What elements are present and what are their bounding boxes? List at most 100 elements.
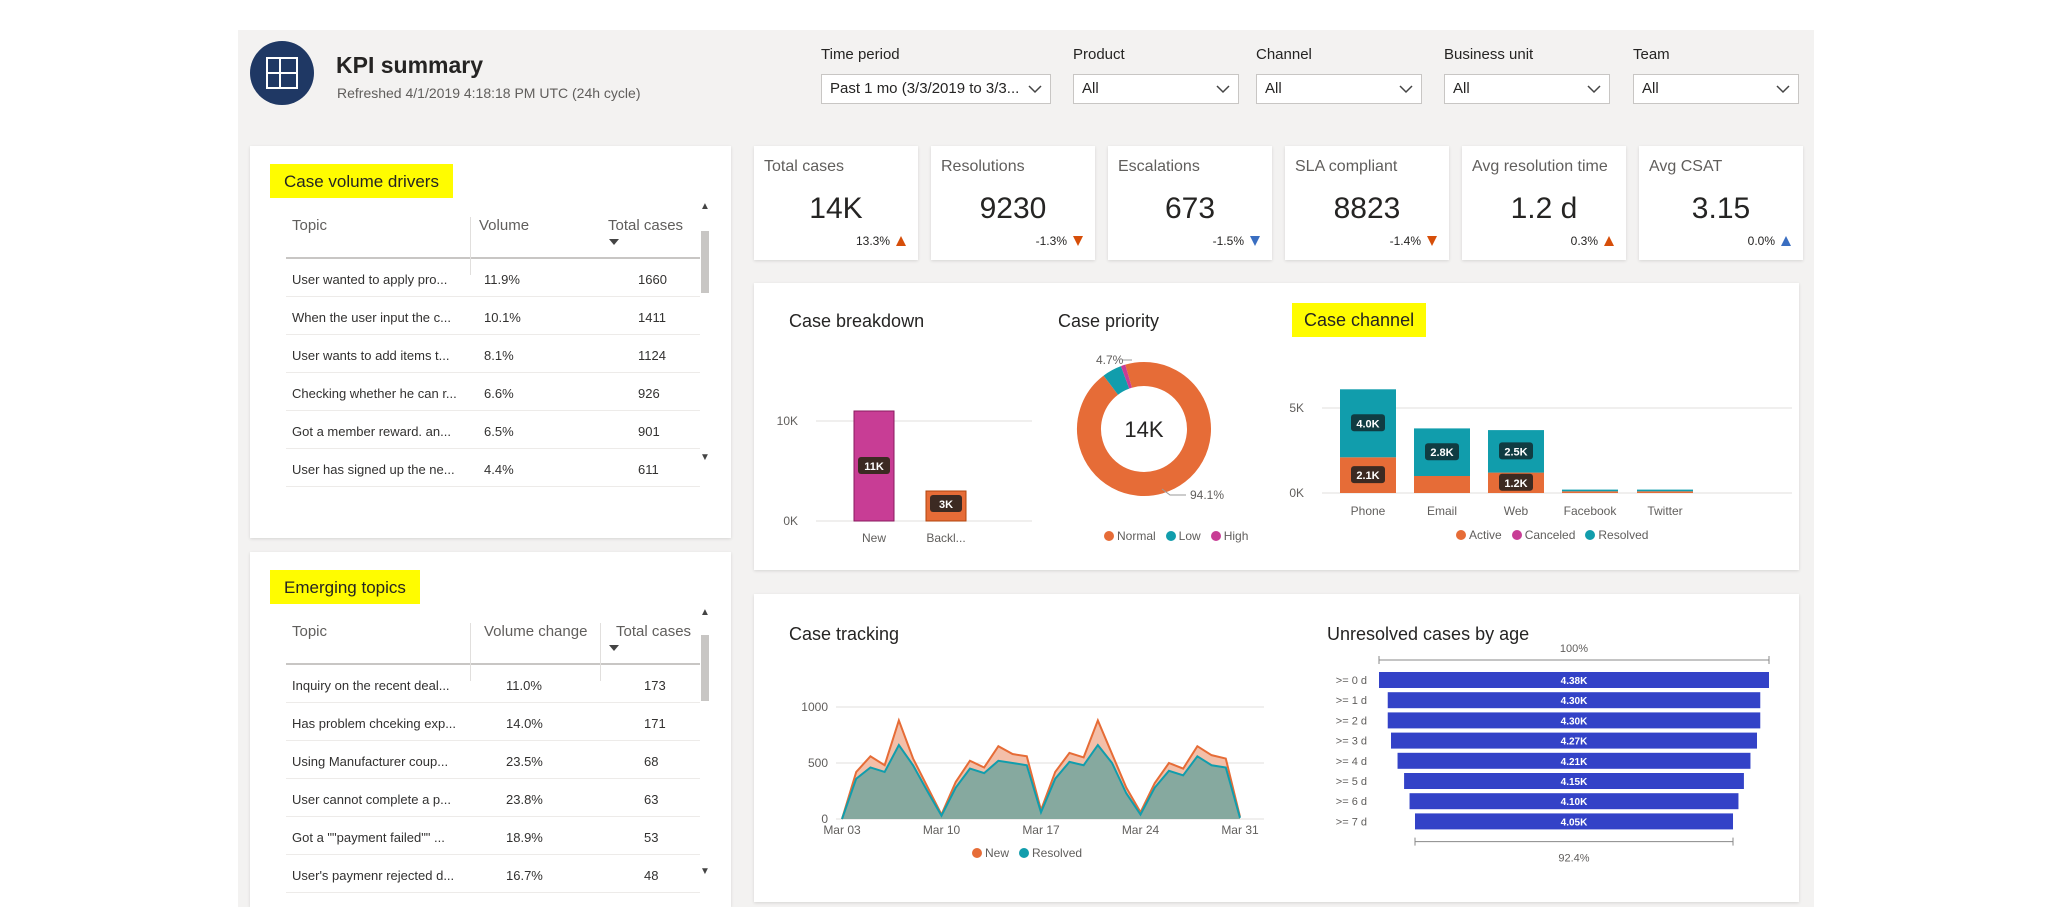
channel-dropdown[interactable]: All (1256, 74, 1422, 104)
bar-active-twitter[interactable] (1637, 491, 1693, 493)
dropdown-value: All (1642, 80, 1659, 97)
trend-down-icon (1250, 236, 1260, 246)
topic-cell: Got a member reward. an... (292, 424, 451, 439)
table-row[interactable]: User cannot complete a p... 23.8% 63 (286, 779, 700, 817)
kpi-card-avg-csat[interactable]: Avg CSAT 3.15 0.0% (1639, 146, 1803, 260)
kpi-value: 14K (809, 192, 863, 225)
product-dropdown[interactable]: All (1073, 74, 1239, 104)
table-row[interactable]: User's paymenr rejected d... 16.7% 48 (286, 855, 700, 893)
legend-item[interactable]: New (972, 846, 1009, 860)
legend-label: Resolved (1598, 528, 1649, 542)
legend-label: High (1223, 529, 1249, 543)
funnel-bar[interactable] (1414, 813, 1734, 830)
trend-up-icon (896, 236, 906, 246)
table-row[interactable]: Has problem chceking exp... 14.0% 171 (286, 703, 700, 741)
topic-cell: When the user input the c... (292, 310, 451, 325)
sort-descending-icon[interactable] (609, 645, 619, 651)
trend-up-icon (1781, 236, 1791, 246)
legend-item[interactable]: Resolved (1585, 528, 1648, 542)
funnel-bar[interactable] (1404, 773, 1744, 789)
data-label: 1.2K (1504, 478, 1527, 490)
bar-active-email[interactable] (1414, 476, 1470, 493)
dropdown-value: All (1453, 80, 1470, 97)
legend-dot-icon (1585, 530, 1596, 540)
time-period-dropdown[interactable]: Past 1 mo (3/3/2019 to 3/3... (821, 74, 1051, 104)
data-label: 4.30K (1561, 716, 1588, 727)
x-tick-label: Email (1427, 504, 1457, 518)
data-label: 11K (864, 461, 884, 473)
scroll-thumb[interactable] (701, 635, 709, 701)
column-header-volume[interactable]: Volume (479, 217, 530, 234)
case-channel-title: Case channel (1292, 303, 1427, 337)
filter-label: Product (1073, 46, 1125, 63)
table-row[interactable]: User wanted to apply pro... 11.9% 1660 (286, 259, 700, 297)
table-row[interactable]: Got a member reward. an... 6.5% 901 (286, 411, 700, 449)
table-row[interactable]: Got a ""payment failed"" ... 18.9% 53 (286, 817, 700, 855)
column-header-total-cases[interactable]: Total cases (616, 623, 692, 640)
legend-item[interactable]: Canceled (1511, 528, 1575, 542)
y-category-label: >= 6 d (1336, 796, 1367, 808)
funnel-bar[interactable] (1390, 732, 1758, 749)
column-header-topic[interactable]: Topic (292, 623, 328, 640)
table-row[interactable]: User has signed up the ne... 4.4% 611 (286, 449, 700, 487)
funnel-bar[interactable] (1387, 712, 1761, 729)
kpi-delta: -1.4% (1390, 234, 1437, 248)
funnel-bottom-label: 92.4% (1558, 853, 1589, 865)
slice-normal[interactable] (1076, 361, 1212, 497)
team-dropdown[interactable]: All (1633, 74, 1799, 104)
total-cases-cell: 611 (638, 462, 659, 477)
legend-item[interactable]: High (1210, 529, 1249, 543)
scroll-up-icon[interactable]: ▲ (700, 607, 710, 618)
funnel-bar[interactable] (1409, 793, 1739, 810)
table-row[interactable]: Using Manufacturer coup... 23.5% 68 (286, 741, 700, 779)
scroll-down-icon[interactable]: ▼ (700, 452, 710, 463)
case-channel-legend: Active Canceled Resolved (1456, 528, 1648, 542)
data-label-bg (930, 495, 962, 512)
scroll-down-icon[interactable]: ▼ (700, 866, 710, 877)
legend-dot-icon (1104, 531, 1114, 541)
business-unit-dropdown[interactable]: All (1444, 74, 1610, 104)
scroll-up-icon[interactable]: ▲ (700, 201, 710, 212)
kpi-card-total-cases[interactable]: Total cases 14K 13.3% (754, 146, 918, 260)
kpi-delta-value: 0.0% (1747, 234, 1775, 248)
kpi-card-escalations[interactable]: Escalations 673 -1.5% (1108, 146, 1272, 260)
kpi-card-sla-compliant[interactable]: SLA compliant 8823 -1.4% (1285, 146, 1449, 260)
table-scrollbar[interactable]: ▲ ▼ (700, 201, 710, 463)
scroll-thumb[interactable] (701, 231, 709, 293)
legend-item[interactable]: Normal (1104, 529, 1156, 543)
slice-annotation: 4.7% (1096, 353, 1124, 367)
bar-resolved-facebook[interactable] (1562, 489, 1618, 492)
kpi-value: 9230 (979, 192, 1047, 225)
column-separator (600, 623, 601, 681)
funnel-bar[interactable] (1379, 672, 1769, 688)
table-row[interactable]: User wants to add items t... 8.1% 1124 (286, 335, 700, 373)
total-cases-cell: 171 (644, 716, 666, 731)
funnel-bar[interactable] (1397, 752, 1751, 769)
legend-item[interactable]: Low (1165, 529, 1201, 543)
bar-active-facebook[interactable] (1562, 491, 1618, 493)
donut-center-label: 14K (1124, 417, 1163, 442)
kpi-label: Avg CSAT (1649, 158, 1723, 175)
data-label-bg (1351, 466, 1385, 484)
table-row[interactable]: Inquiry on the recent deal... 11.0% 173 (286, 665, 700, 703)
bar-resolved-twitter[interactable] (1637, 489, 1693, 492)
column-header-total-cases[interactable]: Total cases (608, 217, 684, 234)
data-label: 2.1K (1356, 470, 1379, 482)
trend-down-icon (1073, 236, 1083, 246)
legend-item[interactable]: Active (1456, 528, 1502, 542)
case-volume-drivers-title: Case volume drivers (270, 164, 453, 198)
table-scrollbar[interactable]: ▲ ▼ (700, 607, 710, 877)
legend-item[interactable]: Resolved (1019, 846, 1082, 860)
legend-label: Resolved (1032, 846, 1083, 860)
total-cases-cell: 1660 (638, 272, 667, 287)
table-row[interactable]: Checking whether he can r... 6.6% 926 (286, 373, 700, 411)
column-header-topic[interactable]: Topic (292, 217, 328, 234)
volume-cell: 8.1% (484, 348, 514, 363)
kpi-card-avg-resolution-time[interactable]: Avg resolution time 1.2 d 0.3% (1462, 146, 1626, 260)
x-tick-label: Twitter (1647, 504, 1682, 518)
column-header-volume-change[interactable]: Volume change (484, 623, 588, 640)
funnel-bar[interactable] (1387, 692, 1761, 709)
sort-descending-icon[interactable] (609, 239, 619, 245)
kpi-card-resolutions[interactable]: Resolutions 9230 -1.3% (931, 146, 1095, 260)
table-row[interactable]: When the user input the c... 10.1% 1411 (286, 297, 700, 335)
